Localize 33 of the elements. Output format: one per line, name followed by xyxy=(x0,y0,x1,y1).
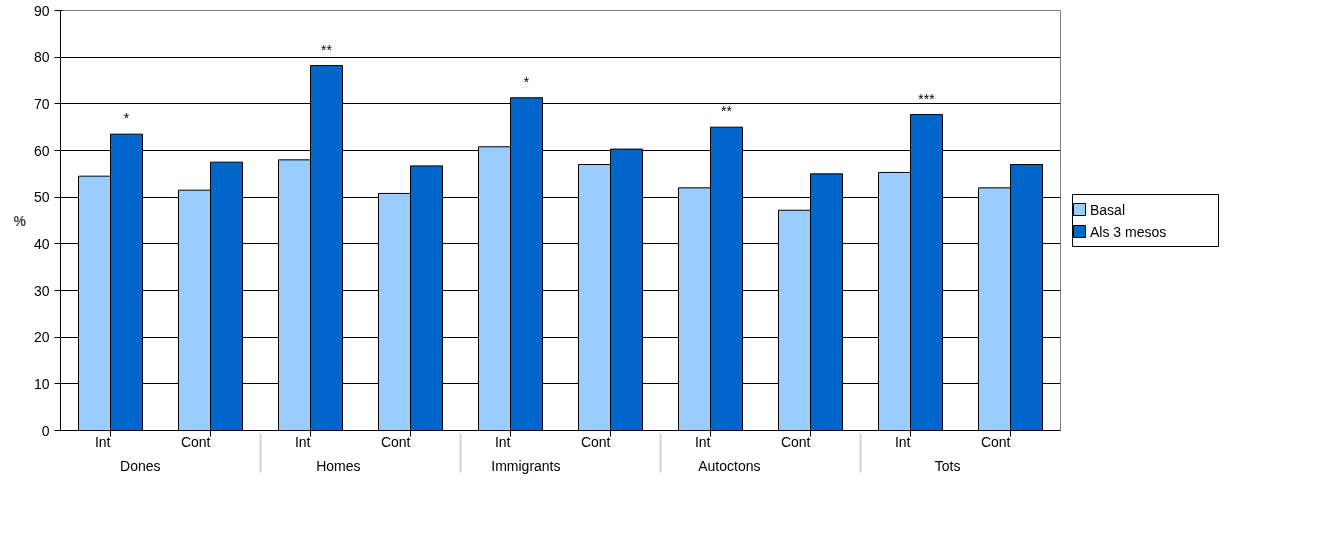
text: Homes xyxy=(316,457,361,474)
y-tick-label: 50 xyxy=(33,189,50,206)
x-tick-label: Cont xyxy=(180,433,211,450)
y-tick-label: 20 xyxy=(33,329,50,346)
x-tick-label: Cont xyxy=(580,433,611,450)
x-tick-label: Int xyxy=(894,433,911,450)
y-tick-label: 80 xyxy=(33,49,50,66)
y-axis-title: % xyxy=(13,212,27,229)
y-tick-label: 60 xyxy=(33,142,50,159)
annotation: * xyxy=(523,73,530,90)
y-tick-label: 0 xyxy=(41,422,50,439)
x-tick-label: Int xyxy=(94,433,111,450)
y-tick-label: 10 xyxy=(33,375,50,392)
annotation: ** xyxy=(321,41,333,58)
text: Autoctons xyxy=(698,457,761,474)
x-tick-label: Int xyxy=(694,433,711,450)
x-tick-label: Cont xyxy=(380,433,411,450)
y-tick-label: 90 xyxy=(33,2,50,19)
legend-label: Als 3 mesos xyxy=(1090,223,1167,240)
text: Tots xyxy=(934,457,961,474)
annotation: *** xyxy=(918,90,936,107)
x-tick-label: Int xyxy=(294,433,311,450)
text: Dones xyxy=(120,457,161,474)
y-tick-label: 40 xyxy=(33,235,50,252)
legend-label: Basal xyxy=(1090,201,1126,218)
annotation: ** xyxy=(721,103,733,120)
annotation: * xyxy=(123,110,130,127)
text: Immigrants xyxy=(491,457,561,474)
y-tick-label: 30 xyxy=(33,282,50,299)
x-tick-label: Cont xyxy=(780,433,811,450)
y-tick-label: 70 xyxy=(33,95,50,112)
x-tick-label: Int xyxy=(494,433,511,450)
x-tick-label: Cont xyxy=(980,433,1011,450)
